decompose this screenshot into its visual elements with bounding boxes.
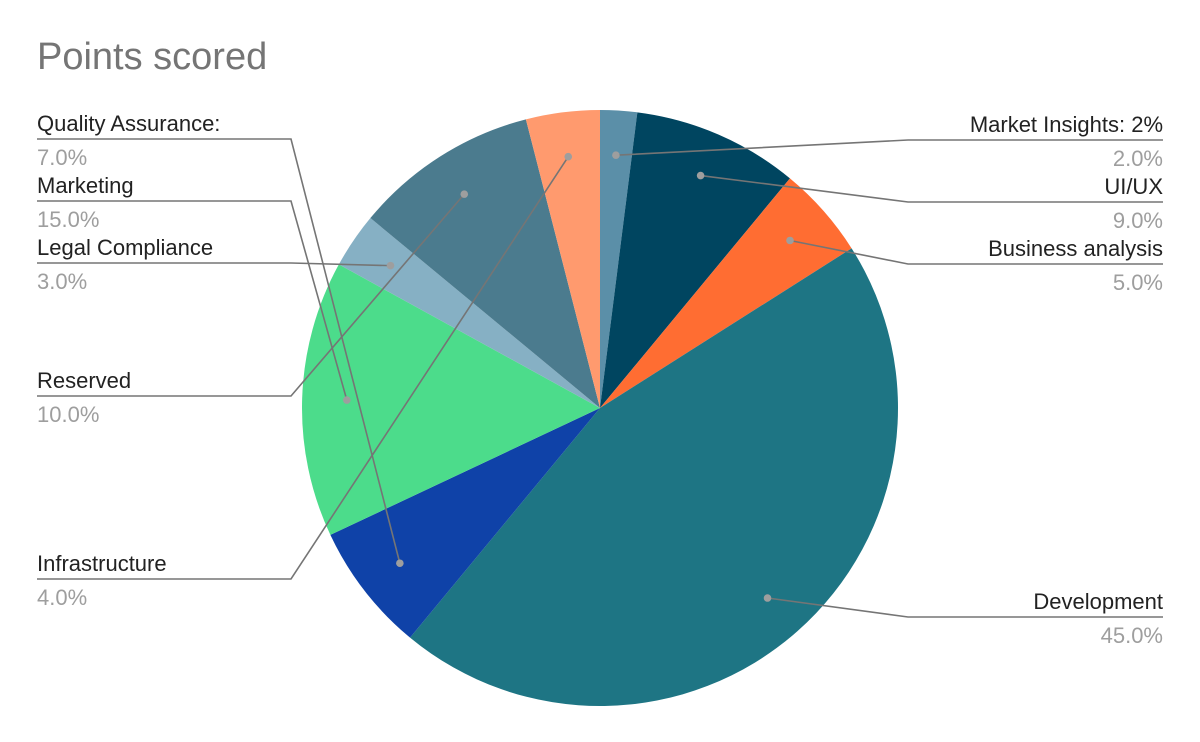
slice-label: Infrastructure bbox=[37, 551, 167, 576]
leader-dot bbox=[564, 152, 573, 161]
slice-label: Reserved bbox=[37, 368, 131, 393]
leader-line bbox=[615, 139, 1163, 156]
slice-label: Market Insights: 2% bbox=[970, 112, 1163, 137]
slice-labels: Market Insights: 2% 2.0% UI/UX 9.0% Business… bbox=[37, 111, 1163, 648]
leader-line bbox=[37, 200, 348, 401]
slices bbox=[301, 110, 899, 707]
slice-percent: 15.0% bbox=[37, 207, 99, 232]
leader-line bbox=[789, 239, 1163, 265]
leader-line bbox=[700, 174, 1163, 203]
leader-dot bbox=[696, 171, 705, 180]
slice-percent: 5.0% bbox=[1113, 270, 1163, 295]
slice-percent: 45.0% bbox=[1101, 623, 1163, 648]
slice-percent: 7.0% bbox=[37, 145, 87, 170]
slice-label: Quality Assurance: bbox=[37, 111, 220, 136]
slice-percent: 9.0% bbox=[1113, 208, 1163, 233]
pie-slice-business-analysis[interactable] bbox=[600, 178, 852, 408]
pie-slice-reserved[interactable] bbox=[370, 119, 600, 409]
leader-line bbox=[767, 597, 1163, 618]
slice-percent: 3.0% bbox=[37, 269, 87, 294]
pie-slice-market-insights-2[interactable] bbox=[600, 110, 638, 408]
pie-slice-legal-compliance[interactable] bbox=[338, 218, 600, 408]
leader-dot bbox=[786, 236, 794, 245]
leader-line bbox=[37, 193, 465, 397]
leader-dot bbox=[763, 594, 772, 602]
slice-percent: 4.0% bbox=[37, 585, 87, 610]
pie-slice-development[interactable] bbox=[410, 248, 899, 707]
chart-title: Points scored bbox=[37, 36, 268, 78]
leader-line bbox=[37, 156, 569, 580]
leader-line bbox=[37, 138, 401, 564]
leader-line bbox=[37, 262, 391, 267]
slice-percent: 10.0% bbox=[37, 402, 99, 427]
slice-percent: 2.0% bbox=[1113, 146, 1163, 171]
slice-label: Development bbox=[1033, 589, 1163, 614]
pie-slice-quality-assurance[interactable] bbox=[330, 408, 600, 638]
pie-slice-infrastructure[interactable] bbox=[525, 110, 600, 408]
leader-dot bbox=[460, 190, 469, 198]
slice-label: Business analysis bbox=[988, 236, 1163, 261]
pie-slice-ui-ux[interactable] bbox=[600, 112, 790, 408]
pie-slice-marketing[interactable] bbox=[301, 264, 600, 535]
slice-label: Marketing bbox=[37, 173, 134, 198]
leader-dot bbox=[386, 261, 395, 270]
leader-dot bbox=[396, 559, 404, 568]
slice-label: UI/UX bbox=[1104, 174, 1163, 199]
leader-dot bbox=[343, 396, 351, 404]
leader-dot bbox=[612, 151, 620, 159]
slice-label: Legal Compliance bbox=[37, 235, 213, 260]
